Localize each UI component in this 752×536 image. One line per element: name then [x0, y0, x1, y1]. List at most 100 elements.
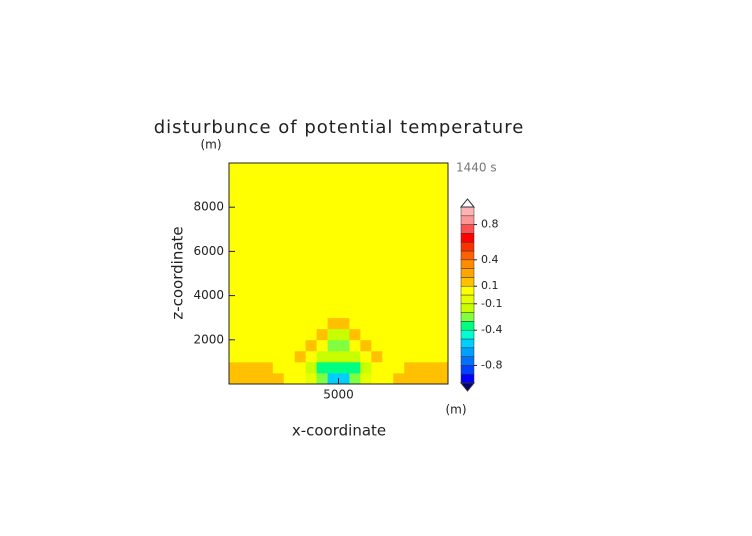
field-cell: [316, 295, 328, 308]
field-cell: [437, 339, 449, 352]
field-cell: [327, 284, 339, 296]
field-cell: [382, 251, 394, 263]
field-cell: [283, 295, 296, 308]
field-cell: [327, 339, 339, 352]
field-cell: [338, 339, 350, 352]
field-cell: [305, 284, 317, 296]
colorbar-tick-label: -0.1: [481, 297, 502, 310]
field-cell: [426, 251, 438, 263]
field-cell: [261, 240, 274, 252]
field-cell: [239, 306, 252, 319]
field-cell: [382, 273, 394, 285]
field-cell: [316, 240, 328, 252]
field-cell: [426, 207, 438, 219]
colorbar-box: [460, 268, 475, 278]
time-label: 1440 s: [456, 161, 497, 175]
field-cell: [305, 185, 317, 197]
field-cell: [371, 284, 383, 296]
field-cell: [229, 229, 241, 241]
field-cell: [239, 328, 252, 341]
field-cell: [283, 372, 296, 385]
colorbar-tick-label: 0.4: [481, 253, 499, 266]
field-cell: [316, 174, 328, 186]
field-cell: [371, 328, 383, 341]
field-cell: [360, 174, 372, 186]
field-cell: [426, 284, 438, 296]
field-cell: [294, 185, 307, 197]
field-cell: [239, 317, 252, 330]
field-cell: [349, 295, 361, 308]
field-cell: [415, 196, 427, 208]
colorbar-box: [460, 347, 475, 357]
field-cell: [426, 372, 438, 385]
field-cell: [382, 372, 394, 385]
field-cell: [327, 295, 339, 308]
y-axis-label: z-coordinate: [169, 226, 187, 319]
field-cell: [316, 284, 328, 296]
field-cell: [283, 240, 296, 252]
field-cell: [393, 295, 405, 308]
field-cell: [239, 262, 252, 274]
field-cell: [415, 218, 427, 230]
y-tick-label: 8000: [193, 200, 224, 214]
field-cell: [229, 262, 241, 274]
field-cell: [316, 218, 328, 230]
field-cell: [294, 339, 307, 352]
field-cell: [382, 262, 394, 274]
field-cell: [272, 251, 285, 263]
colorbar-box: [460, 338, 475, 349]
field-cell: [404, 207, 416, 219]
field-cell: [229, 207, 241, 219]
colorbar-box: [460, 277, 475, 287]
field-cell: [283, 218, 296, 230]
field-cell: [250, 163, 263, 175]
field-cell: [426, 350, 438, 363]
field-cell: [316, 262, 328, 274]
field-cell: [360, 185, 372, 197]
field-cell: [360, 218, 372, 230]
field-cell: [316, 185, 328, 197]
field-cell: [437, 218, 449, 230]
field-cell: [371, 295, 383, 308]
field-cell: [382, 317, 394, 330]
field-cell: [261, 273, 274, 285]
colorbar-box: [460, 312, 475, 322]
field-cell: [239, 174, 252, 186]
field-cell: [437, 317, 449, 330]
field-cell: [437, 273, 449, 285]
field-cell: [250, 262, 263, 274]
field-cell: [382, 218, 394, 230]
field-cell: [272, 361, 285, 374]
field-cell: [338, 350, 350, 363]
field-cell: [360, 317, 372, 330]
field-cell: [272, 262, 285, 274]
field-cell: [404, 284, 416, 296]
field-cell: [349, 262, 361, 274]
field-cell: [305, 174, 317, 186]
field-cell: [338, 328, 350, 341]
field-cell: [294, 229, 307, 241]
field-cell: [382, 240, 394, 252]
field-cell: [316, 229, 328, 241]
field-cell: [305, 240, 317, 252]
field-cell: [261, 207, 274, 219]
field-cell: [294, 295, 307, 308]
field-cell: [229, 306, 241, 319]
field-cell: [415, 229, 427, 241]
field-cell: [360, 339, 372, 352]
field-cell: [426, 196, 438, 208]
field-cell: [371, 262, 383, 274]
field-cell: [437, 328, 449, 341]
field-cell: [294, 361, 307, 374]
field-cell: [239, 218, 252, 230]
field-cell: [250, 284, 263, 296]
field-cell: [316, 273, 328, 285]
field-cell: [349, 350, 361, 363]
field-cell: [327, 317, 339, 330]
field-cell: [261, 361, 274, 374]
field-cell: [261, 251, 274, 263]
field-cell: [437, 361, 449, 374]
colorbar-extend-top: [459, 198, 476, 208]
field-cell: [250, 185, 263, 197]
